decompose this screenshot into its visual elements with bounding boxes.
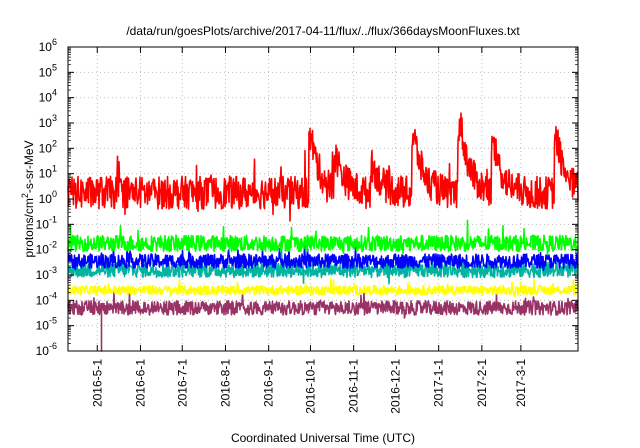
y-tick-label-exp: -2 — [49, 240, 57, 250]
x-tick-label: 2016-11-1 — [347, 359, 361, 413]
y-tick-label-base: 10 — [39, 167, 53, 181]
y-tick-label-exp: 4 — [52, 88, 57, 98]
y-tick-label-exp: -5 — [49, 316, 57, 326]
y-tick-label-base: 10 — [39, 192, 53, 206]
y-tick-label: 103 — [39, 113, 57, 130]
y-tick-label: 104 — [39, 88, 57, 105]
y-tick-label-exp: 0 — [52, 189, 57, 199]
y-tick-label-exp: -4 — [49, 290, 57, 300]
y-tick-label-base: 10 — [39, 141, 53, 155]
y-tick-label: 10-2 — [36, 240, 57, 257]
x-axis-label: Coordinated Universal Time (UTC) — [231, 431, 415, 445]
y-tick-label-base: 10 — [39, 116, 53, 130]
y-axis-label-pre: protons/cm — [22, 198, 36, 257]
y-tick-label: 102 — [39, 138, 57, 155]
x-axis: 2016-5-1 2016-6-1 2016-7-1 2016-8-1 2016-9-1… — [90, 47, 528, 414]
y-tick-label-exp: 2 — [52, 138, 57, 148]
y-tick-label-exp: 6 — [52, 37, 57, 47]
y-tick-label: 10-4 — [36, 290, 57, 307]
y-tick-label-base: 10 — [39, 91, 53, 105]
y-tick-label-base: 10 — [36, 243, 50, 257]
y-tick-label-exp: -6 — [49, 341, 57, 351]
y-tick-label: 101 — [39, 164, 57, 181]
y-axis-label: protons/cm2-s-sr-MeV — [20, 140, 36, 257]
x-tick-label: 2016-7-1 — [175, 359, 189, 407]
x-tick-label: 2016-6-1 — [133, 359, 147, 407]
y-tick-label: 10-3 — [36, 265, 57, 282]
y-tick-label-exp: 1 — [52, 164, 57, 174]
x-tick-label: 2016-9-1 — [262, 359, 276, 407]
y-tick-label: 10-5 — [36, 316, 57, 333]
y-tick-label-exp: -3 — [49, 265, 57, 275]
series-line-4 — [67, 242, 579, 272]
y-tick-label: 100 — [39, 189, 57, 206]
y-tick-label-exp: 5 — [52, 62, 57, 72]
series-group — [67, 112, 579, 352]
y-tick-label: 10-6 — [36, 341, 57, 358]
x-tick-label: 2017-2-1 — [475, 359, 489, 407]
series-line-6 — [67, 112, 579, 222]
y-tick-label-base: 10 — [39, 40, 53, 54]
y-axis: 10610510410310210110010-110-210-310-410-… — [36, 37, 578, 358]
x-tick-label: 2017-3-1 — [514, 359, 528, 407]
y-tick-label-base: 10 — [36, 268, 50, 282]
y-tick-label-base: 10 — [36, 319, 50, 333]
chart-title: /data/run/goesPlots/archive/2017-04-11/f… — [126, 24, 520, 38]
x-tick-label: 2016-10-1 — [303, 359, 317, 414]
y-tick-label-base: 10 — [36, 217, 50, 231]
y-tick-label: 105 — [39, 62, 57, 79]
y-tick-label-base: 10 — [36, 344, 50, 358]
y-tick-label-base: 10 — [39, 65, 53, 79]
y-axis-label-post: -s-sr-MeV — [22, 140, 36, 193]
series-line-1 — [67, 288, 579, 352]
x-tick-label: 2017-1-1 — [432, 359, 446, 407]
x-tick-label: 2016-12-1 — [388, 359, 402, 414]
x-tick-label: 2016-5-1 — [90, 359, 104, 407]
x-tick-label: 2016-8-1 — [218, 359, 232, 407]
y-tick-label: 10-1 — [36, 214, 57, 231]
series-line-2 — [67, 277, 579, 298]
y-tick-label-base: 10 — [36, 293, 50, 307]
y-tick-label-exp: -1 — [49, 214, 57, 224]
series-line-5 — [67, 219, 579, 256]
y-axis-label-sup: 2 — [20, 193, 30, 198]
y-tick-label-exp: 3 — [52, 113, 57, 123]
y-tick-label: 106 — [39, 37, 57, 54]
